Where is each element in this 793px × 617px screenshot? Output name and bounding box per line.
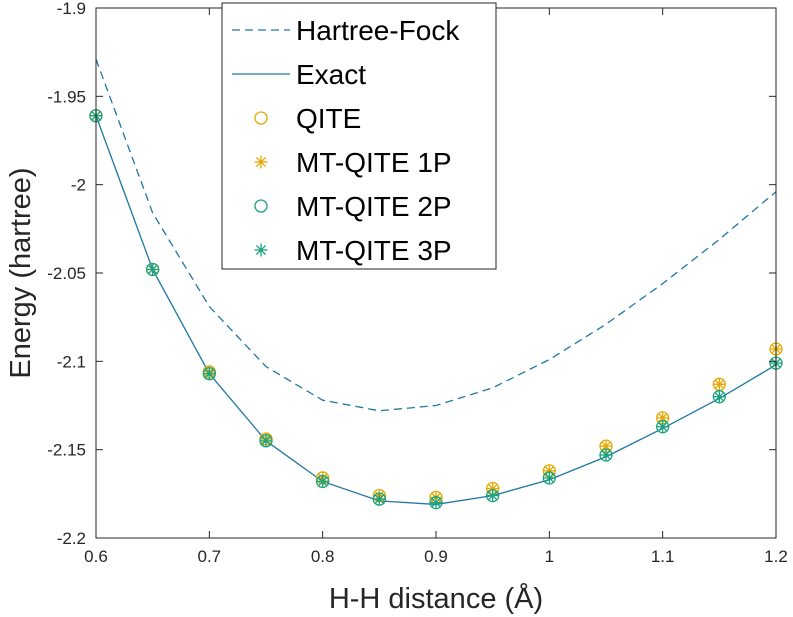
legend: Hartree-Fock Exact QITE MT-QITE 1P MT-QITE 2… [221,2,497,270]
series-mt-qite-3p [89,109,783,510]
legend-swatch [254,243,268,257]
data-point [712,377,726,391]
legend-box [221,2,497,270]
legend-label: QITE [296,103,361,134]
y-tick-label: -2 [71,176,86,195]
data-point [316,474,330,488]
x-axis-label: H-H distance (Å) [329,582,543,615]
y-tick-label: -2.15 [47,441,86,460]
series-line [95,59,777,412]
x-tick-label: 0.7 [198,547,222,566]
x-tick-label: 0.8 [311,547,335,566]
y-axis-label: Energy (hartree) [5,167,37,378]
asterisk-stroke [657,421,668,432]
data-point [486,489,500,503]
asterisk-stroke [317,476,328,487]
data-point [372,492,386,506]
asterisk-stroke [374,494,385,505]
asterisk-stroke [714,391,725,402]
series-hartree-fock [95,59,777,412]
asterisk-stroke [430,497,442,508]
asterisk-stroke [487,490,498,501]
x-tick-label: 1 [545,547,554,566]
legend-entry: Hartree-Fock [232,15,460,46]
legend-swatch [254,155,268,169]
legend-label: MT-QITE 1P [296,147,452,178]
asterisk-stroke [600,449,612,461]
asterisk-stroke [255,156,267,168]
asterisk-stroke [255,244,267,256]
x-tick-label: 1.2 [764,547,788,566]
data-point [429,496,443,510]
legend-entry: QITE [254,103,361,134]
y-tick-label: -2.2 [57,529,86,548]
data-point [259,434,273,448]
asterisk-stroke [147,264,158,275]
data-point [146,262,160,276]
y-tick-label: -2.1 [57,352,86,371]
legend-entry: MT-QITE 3P [254,235,452,266]
legend-label: MT-QITE 2P [296,191,452,222]
asterisk-stroke [204,368,215,379]
data-point [656,420,670,434]
y-tick-label: -1.95 [47,87,86,106]
asterisk-stroke [544,472,555,483]
data-point [712,390,726,404]
data-point [599,448,613,462]
data-point [202,367,216,381]
y-tick-label: -1.9 [57,0,86,18]
legend-label: MT-QITE 3P [296,235,452,266]
x-tick-label: 1.1 [651,547,675,566]
x-tick-label: 0.6 [84,547,108,566]
legend-label: Hartree-Fock [296,15,460,46]
data-point [486,482,500,496]
legend-swatch [254,111,268,125]
legend-entry: MT-QITE 1P [254,147,452,178]
x-tick-label: 0.9 [424,547,448,566]
y-tick-label: -2.05 [47,264,86,283]
data-point [542,471,556,485]
legend-label: Exact [296,59,366,90]
asterisk-stroke [714,379,725,390]
legend-entry: MT-QITE 2P [254,191,452,222]
legend-entry: Exact [232,59,366,90]
legend-swatch [254,199,268,213]
asterisk-stroke [544,465,555,476]
asterisk-stroke [487,483,498,494]
axes: 0.6 0.7 0.8 0.9 1 1.1 1.2 -2.2 -2.15 -2.1 -2.05 -2 -… [47,0,788,566]
asterisk-stroke [260,435,272,446]
